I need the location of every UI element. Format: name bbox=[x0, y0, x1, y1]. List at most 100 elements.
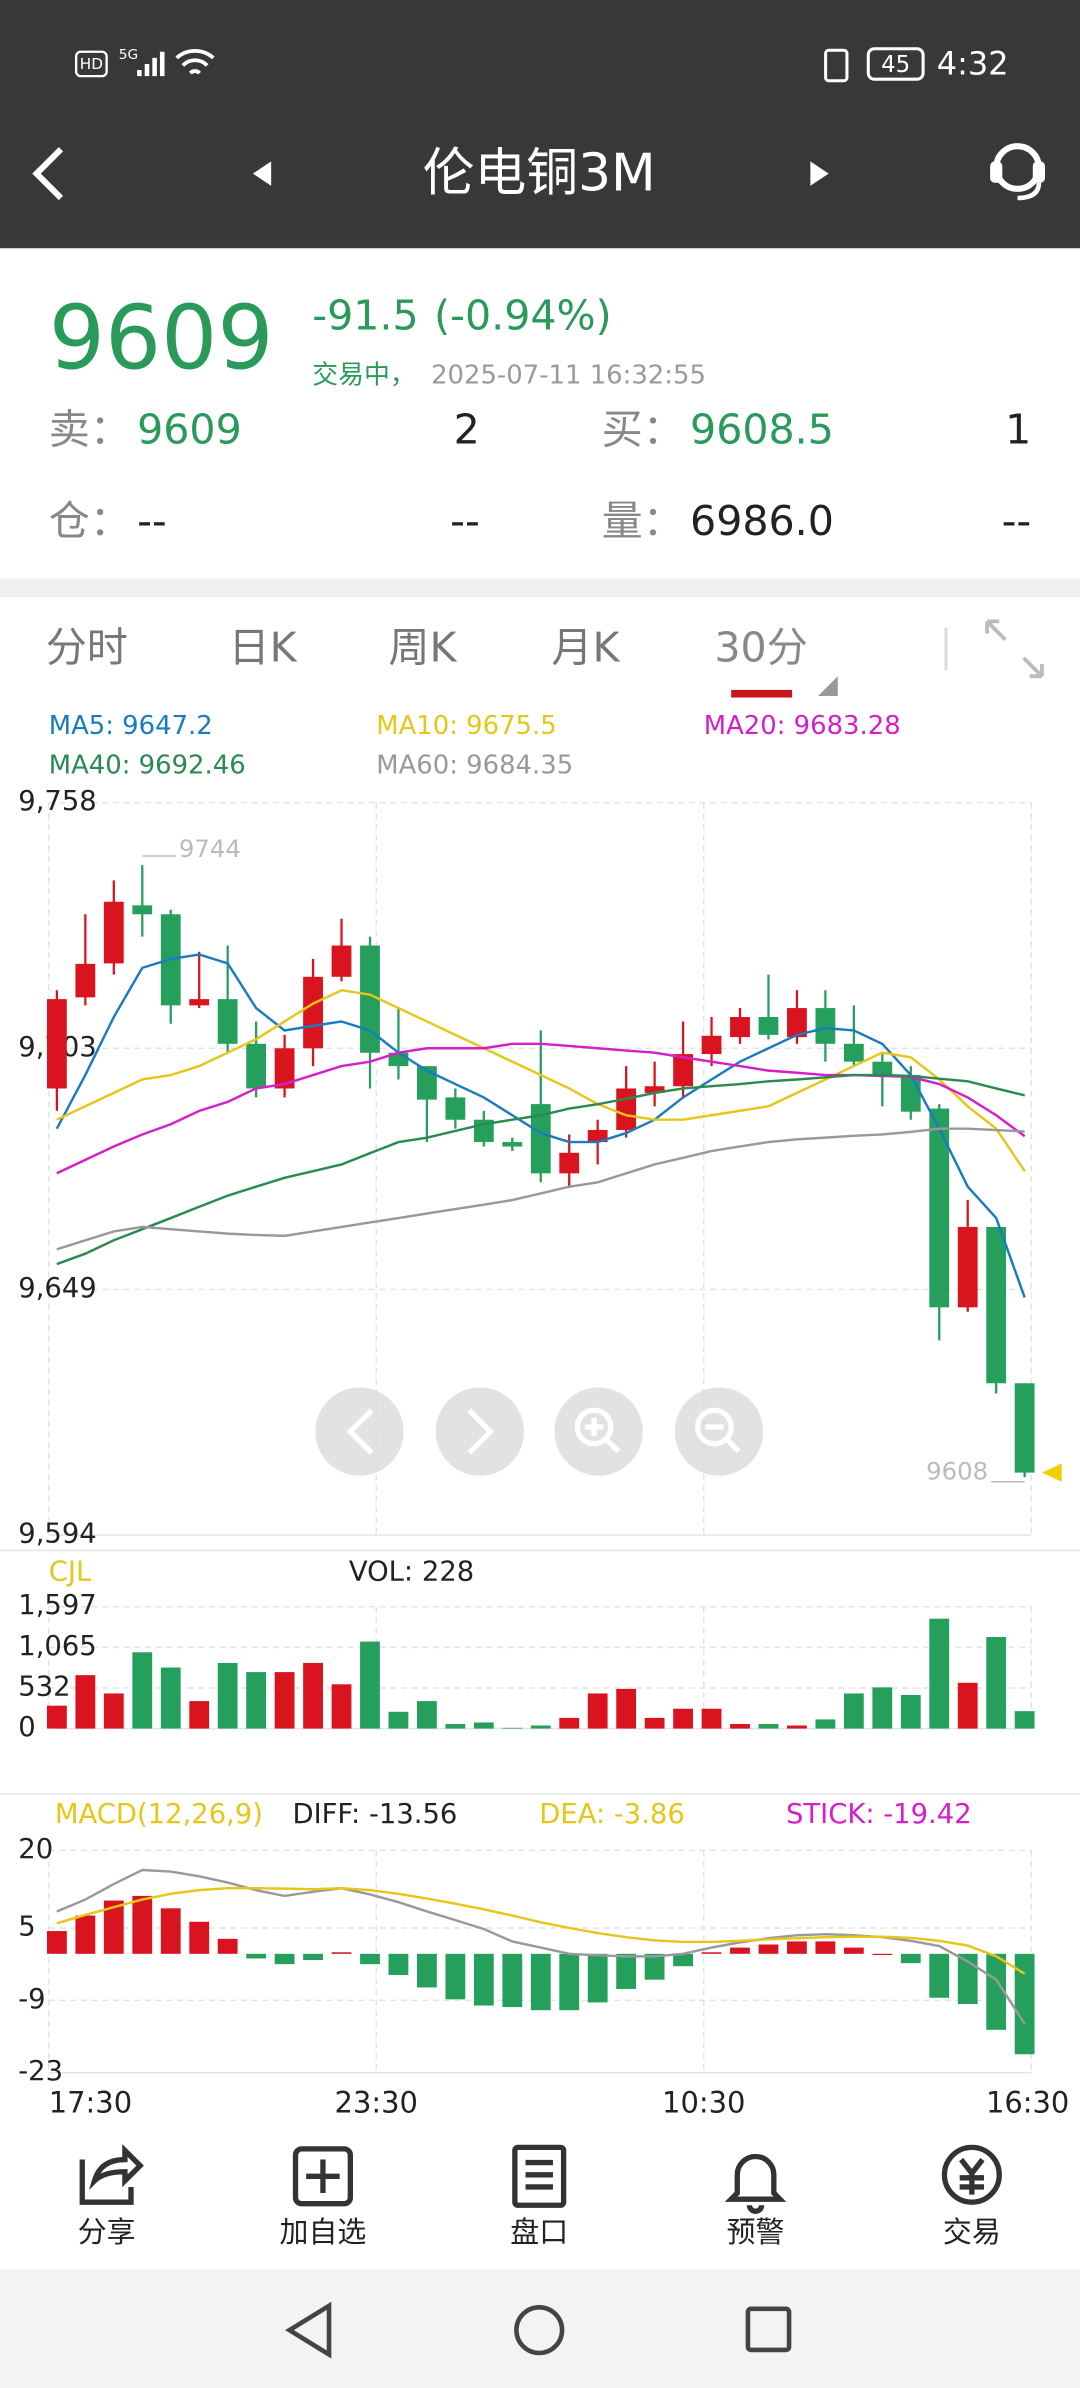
quote: 9609 -91.5 (-0.94%) 交易中， 2025-07-11 16:3… bbox=[49, 287, 1032, 545]
last-price-pointer bbox=[1041, 1463, 1062, 1482]
tab[interactable]: 月K bbox=[551, 623, 620, 671]
volume-bar bbox=[587, 1693, 608, 1729]
timestamp: 2025-07-11 16:32:55 bbox=[431, 361, 706, 391]
signal-icon bbox=[137, 51, 165, 77]
candle-body bbox=[929, 1108, 950, 1308]
zoom-out-button[interactable] bbox=[674, 1387, 764, 1476]
macd-legend: DEA: -3.86 bbox=[539, 1799, 685, 1830]
prev-button[interactable] bbox=[252, 161, 272, 186]
toolbar-icons bbox=[79, 2143, 1002, 2214]
macd-legend: DIFF: -13.56 bbox=[292, 1799, 457, 1830]
y-tick-label: 1,065 bbox=[18, 1631, 96, 1662]
macd-bar bbox=[445, 1953, 466, 2000]
share-icon[interactable] bbox=[79, 2143, 144, 2205]
macd-bar bbox=[929, 1953, 950, 1998]
macd-bar bbox=[246, 1953, 267, 1959]
macd-bar bbox=[644, 1953, 665, 1980]
next-button[interactable] bbox=[810, 161, 829, 186]
tab[interactable]: 周K bbox=[388, 623, 457, 671]
volume-bar bbox=[758, 1723, 779, 1729]
orderbook-icon[interactable] bbox=[512, 2144, 567, 2208]
macd-bar bbox=[274, 1953, 295, 1965]
trade-icon[interactable] bbox=[941, 2144, 1002, 2205]
toolbar-label[interactable]: 盘口 bbox=[510, 2215, 568, 2249]
volume-bar bbox=[46, 1705, 67, 1729]
bid-label: 买： bbox=[602, 406, 684, 454]
toolbar-label[interactable]: 交易 bbox=[943, 2215, 1001, 2249]
candle-body bbox=[445, 1097, 466, 1120]
last-price: 9609 bbox=[49, 287, 274, 390]
toolbar-labels: 分享 加自选 盘口 预警 交易 bbox=[78, 2215, 1001, 2249]
toolbar-label[interactable]: 分享 bbox=[78, 2215, 136, 2249]
scroll-left-button[interactable] bbox=[315, 1387, 404, 1476]
panel-title: CJL bbox=[49, 1557, 92, 1588]
volume-bar bbox=[160, 1667, 181, 1729]
ask-qty: 2 bbox=[454, 406, 480, 454]
macd-bar bbox=[360, 1953, 380, 1965]
toolbar-label[interactable]: 预警 bbox=[727, 2215, 785, 2249]
candle-body bbox=[644, 1086, 665, 1093]
volume-bar bbox=[132, 1652, 153, 1729]
macd-bar bbox=[217, 1938, 238, 1954]
y-tick-label: 532 bbox=[18, 1671, 70, 1702]
candle-body bbox=[815, 1008, 836, 1044]
volume-bar bbox=[331, 1684, 352, 1729]
macd-bar bbox=[872, 1953, 893, 1956]
candle-body bbox=[701, 1035, 722, 1055]
candle-body bbox=[274, 1048, 295, 1089]
macd-bar bbox=[160, 1908, 181, 1954]
nav-back[interactable] bbox=[285, 2301, 332, 2359]
service-button[interactable] bbox=[990, 143, 1045, 201]
tab[interactable]: 分时 bbox=[46, 623, 128, 671]
back-button[interactable] bbox=[32, 147, 64, 201]
macd-bar bbox=[75, 1915, 96, 1954]
nav-home[interactable] bbox=[514, 2304, 565, 2356]
macd-bar bbox=[900, 1953, 921, 1964]
scroll-right-button[interactable] bbox=[435, 1387, 525, 1476]
change: -91.5 bbox=[312, 291, 418, 339]
toolbar-label[interactable]: 加自选 bbox=[280, 2215, 367, 2249]
candle-body bbox=[360, 945, 380, 1053]
zoom-in-button[interactable] bbox=[554, 1387, 643, 1476]
add-watch-icon[interactable] bbox=[292, 2146, 354, 2207]
ma-line bbox=[55, 953, 1026, 1298]
volume-bar bbox=[1014, 1711, 1035, 1729]
macd-bar bbox=[843, 1947, 864, 1954]
y-tick-label: 20 bbox=[18, 1834, 53, 1865]
volume-bar bbox=[730, 1723, 750, 1729]
volume-value: 6986.0 bbox=[690, 497, 834, 545]
volume-bar bbox=[75, 1675, 96, 1729]
volume-bar bbox=[957, 1682, 978, 1729]
tab[interactable]: 日K bbox=[228, 623, 297, 671]
macd-bar bbox=[103, 1900, 124, 1954]
volume-bar bbox=[616, 1688, 637, 1729]
volume-bar bbox=[189, 1701, 210, 1729]
wifi-icon bbox=[175, 48, 215, 75]
candle-body bbox=[217, 999, 238, 1044]
vibrate-icon bbox=[824, 48, 849, 83]
oi-label: 仓： bbox=[49, 497, 131, 545]
candle-body bbox=[132, 905, 153, 915]
oi-change: -- bbox=[450, 497, 480, 545]
tab[interactable]: 30分 bbox=[714, 623, 807, 671]
candle-body bbox=[673, 1054, 693, 1087]
fullscreen-button[interactable] bbox=[985, 619, 1044, 679]
volume-bar bbox=[445, 1723, 466, 1729]
y-tick-label: 5 bbox=[18, 1911, 35, 1942]
ma-line bbox=[56, 1127, 1025, 1251]
ma-legend: MA60: 9684.35 bbox=[376, 751, 573, 781]
chart-controls bbox=[315, 1387, 764, 1476]
candle-body bbox=[730, 1017, 750, 1038]
period-dropdown[interactable] bbox=[817, 676, 838, 696]
alert-icon[interactable] bbox=[724, 2153, 787, 2214]
volume-bar bbox=[103, 1693, 124, 1729]
macd-bar bbox=[616, 1953, 637, 1989]
volume-bar bbox=[217, 1662, 238, 1729]
macd-bar bbox=[787, 1941, 807, 1954]
nav-recent[interactable] bbox=[745, 2306, 792, 2353]
battery bbox=[866, 47, 925, 81]
candle-body bbox=[530, 1104, 551, 1174]
candle-body bbox=[417, 1066, 437, 1100]
volume-bar bbox=[417, 1701, 437, 1729]
